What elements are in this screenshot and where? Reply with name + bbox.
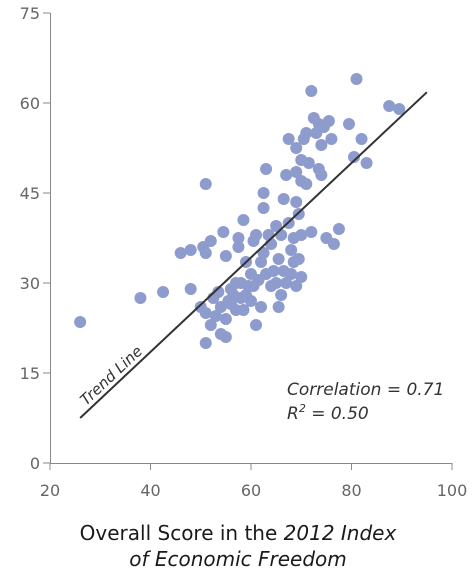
- data-point: [255, 256, 268, 268]
- data-point: [300, 178, 313, 190]
- data-point: [290, 280, 303, 292]
- y-tick-label: 45: [20, 184, 40, 203]
- data-point: [290, 166, 303, 178]
- data-point: [199, 178, 212, 190]
- r-squared-annotation: R2 = 0.50: [287, 402, 369, 424]
- y-tick-label: 15: [20, 364, 40, 383]
- data-point: [270, 220, 283, 232]
- data-point: [305, 85, 318, 97]
- data-point: [300, 127, 313, 139]
- data-point: [302, 157, 315, 169]
- y-tick-label: 0: [30, 454, 40, 473]
- correlation-annotation: Correlation = 0.71: [287, 380, 444, 400]
- data-point: [305, 226, 318, 238]
- data-point: [267, 265, 280, 277]
- data-point: [332, 223, 345, 235]
- data-point: [290, 196, 303, 208]
- data-point: [174, 247, 187, 259]
- x-tick-label: 40: [140, 481, 160, 500]
- data-point: [282, 133, 295, 145]
- data-point: [204, 235, 217, 247]
- data-point: [257, 247, 270, 259]
- data-point: [260, 163, 273, 175]
- data-point: [157, 286, 170, 298]
- data-point: [280, 277, 293, 289]
- data-point: [212, 286, 225, 298]
- data-point: [327, 238, 340, 250]
- x-tick-label: 100: [437, 481, 468, 500]
- x-tick-label: 80: [341, 481, 361, 500]
- data-point: [295, 271, 308, 283]
- data-point: [199, 247, 212, 259]
- data-point: [209, 310, 222, 322]
- data-point: [355, 133, 368, 145]
- data-point: [250, 319, 263, 331]
- y-ticks: 0 15 30 45 60 75: [20, 4, 50, 473]
- scatter-chart: 0 15 30 45 60 75 20 40 60 80 100 Trend Line Corre…: [20, 4, 468, 500]
- data-point: [342, 118, 355, 130]
- data-point: [217, 226, 230, 238]
- data-point: [280, 169, 293, 181]
- trend-line-label: Trend Line: [77, 342, 146, 409]
- data-point: [315, 169, 328, 181]
- x-tick-label: 20: [40, 481, 60, 500]
- data-point: [255, 301, 268, 313]
- data-point: [219, 331, 232, 343]
- data-point: [245, 295, 257, 307]
- data-point: [74, 316, 87, 328]
- data-point: [204, 319, 217, 331]
- data-point: [134, 292, 147, 304]
- data-point: [292, 253, 305, 265]
- data-point: [275, 229, 288, 241]
- data-point: [184, 244, 197, 256]
- data-point: [315, 139, 328, 151]
- x-tick-label: 60: [241, 481, 261, 500]
- data-points: [74, 73, 406, 349]
- y-tick-label: 60: [20, 94, 40, 113]
- data-point: [219, 313, 232, 325]
- data-point: [199, 337, 212, 349]
- r2-suffix: = 0.50: [306, 404, 369, 424]
- y-tick-label: 75: [20, 4, 40, 23]
- data-point: [270, 277, 283, 289]
- data-point: [285, 268, 298, 280]
- data-point: [325, 133, 338, 145]
- data-point: [272, 253, 285, 265]
- data-point: [393, 103, 406, 115]
- data-point: [237, 214, 250, 226]
- x-axis-label-part2: 2012 Index: [283, 521, 397, 545]
- x-axis-label: Overall Score in the 2012 Index of Econo…: [0, 520, 476, 572]
- data-point: [257, 202, 270, 214]
- data-point: [383, 100, 396, 112]
- data-point: [350, 73, 363, 85]
- y-tick-label: 30: [20, 274, 40, 293]
- data-point: [199, 307, 212, 319]
- trend-line: [79, 91, 428, 419]
- data-point: [277, 193, 290, 205]
- x-ticks: 20 40 60 80 100: [40, 463, 467, 500]
- data-point: [237, 304, 250, 316]
- data-point: [250, 229, 263, 241]
- data-point: [322, 115, 335, 127]
- data-point: [285, 244, 298, 256]
- data-point: [348, 151, 361, 163]
- data-point: [257, 187, 270, 199]
- data-point: [232, 241, 245, 253]
- x-axis-label-part3: of Economic Freedom: [129, 547, 347, 571]
- r2-superscript: 2: [299, 402, 306, 415]
- data-point: [290, 142, 303, 154]
- data-point: [295, 229, 308, 241]
- data-point: [184, 283, 197, 295]
- data-point: [360, 157, 373, 169]
- data-point: [275, 289, 288, 301]
- data-point: [232, 232, 245, 244]
- data-point: [272, 301, 285, 313]
- r2-prefix: R: [287, 404, 299, 424]
- data-point: [219, 250, 232, 262]
- x-axis-label-part1: Overall Score in the: [79, 521, 284, 545]
